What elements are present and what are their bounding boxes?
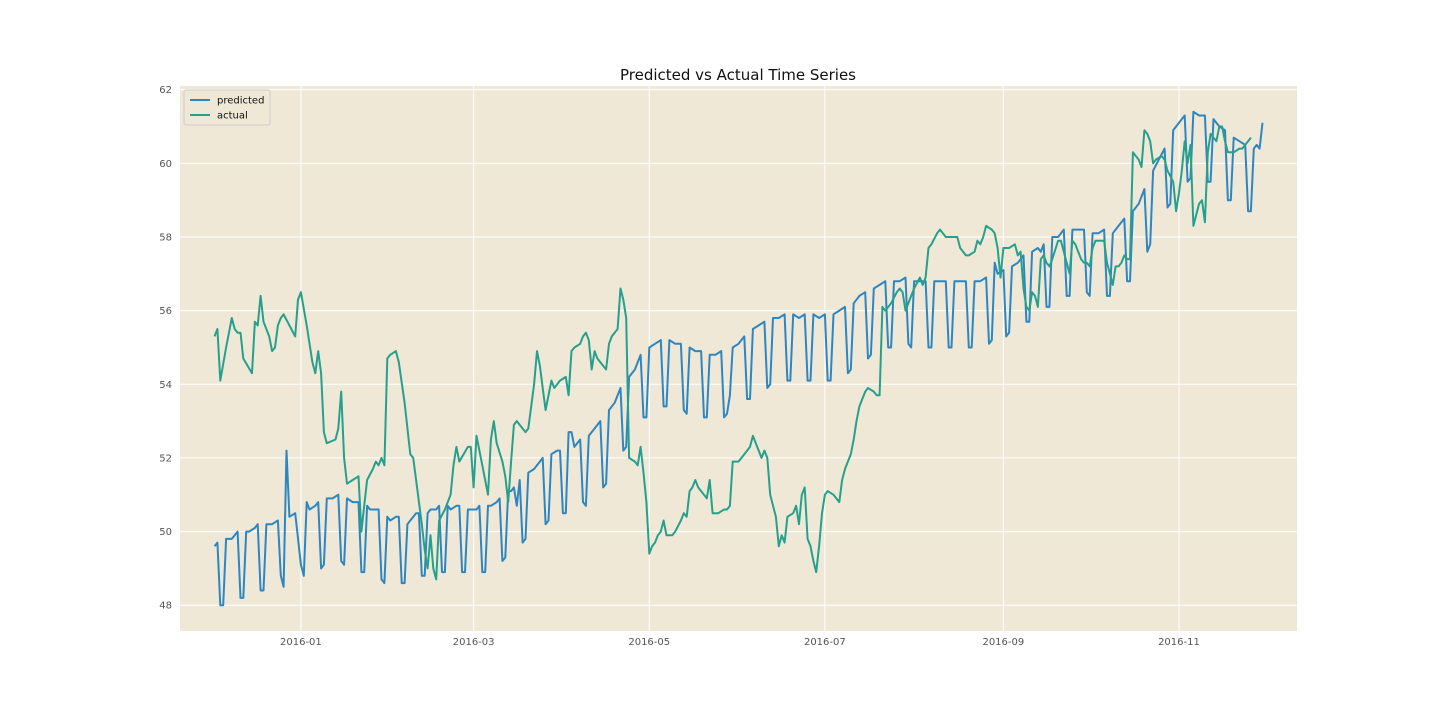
x-tick-label: 2016-09 bbox=[982, 637, 1024, 648]
x-tick-label: 2016-07 bbox=[804, 637, 846, 648]
legend: predicted actual bbox=[183, 89, 271, 126]
y-tick-label: 60 bbox=[159, 159, 172, 170]
legend-label-actual: actual bbox=[217, 111, 248, 122]
y-tick-label: 52 bbox=[159, 453, 172, 464]
series-line-actual bbox=[213, 125, 1252, 581]
x-tick-label: 2016-05 bbox=[628, 637, 670, 648]
x-tick-label: 2016-11 bbox=[1158, 637, 1200, 648]
y-tick-label: 50 bbox=[159, 527, 172, 538]
x-tick-label: 2016-03 bbox=[453, 637, 495, 648]
legend-box bbox=[183, 89, 271, 126]
y-tick-label: 48 bbox=[159, 601, 172, 612]
x-axis: 2016-01 2016-03 2016-05 2016-07 2016-09 2016-… bbox=[280, 637, 1200, 648]
y-tick-label: 62 bbox=[159, 85, 172, 96]
y-axis: 48 50 52 54 56 58 60 62 bbox=[159, 85, 172, 612]
legend-label-predicted: predicted bbox=[217, 96, 264, 107]
y-tick-label: 54 bbox=[159, 380, 172, 391]
series bbox=[213, 110, 1264, 607]
series-line-predicted bbox=[213, 110, 1264, 607]
plot-area bbox=[180, 86, 1297, 631]
y-tick-label: 56 bbox=[159, 306, 172, 317]
chart-title: Predicted vs Actual Time Series bbox=[620, 66, 856, 84]
y-tick-label: 58 bbox=[159, 232, 172, 243]
x-tick-label: 2016-01 bbox=[280, 637, 322, 648]
